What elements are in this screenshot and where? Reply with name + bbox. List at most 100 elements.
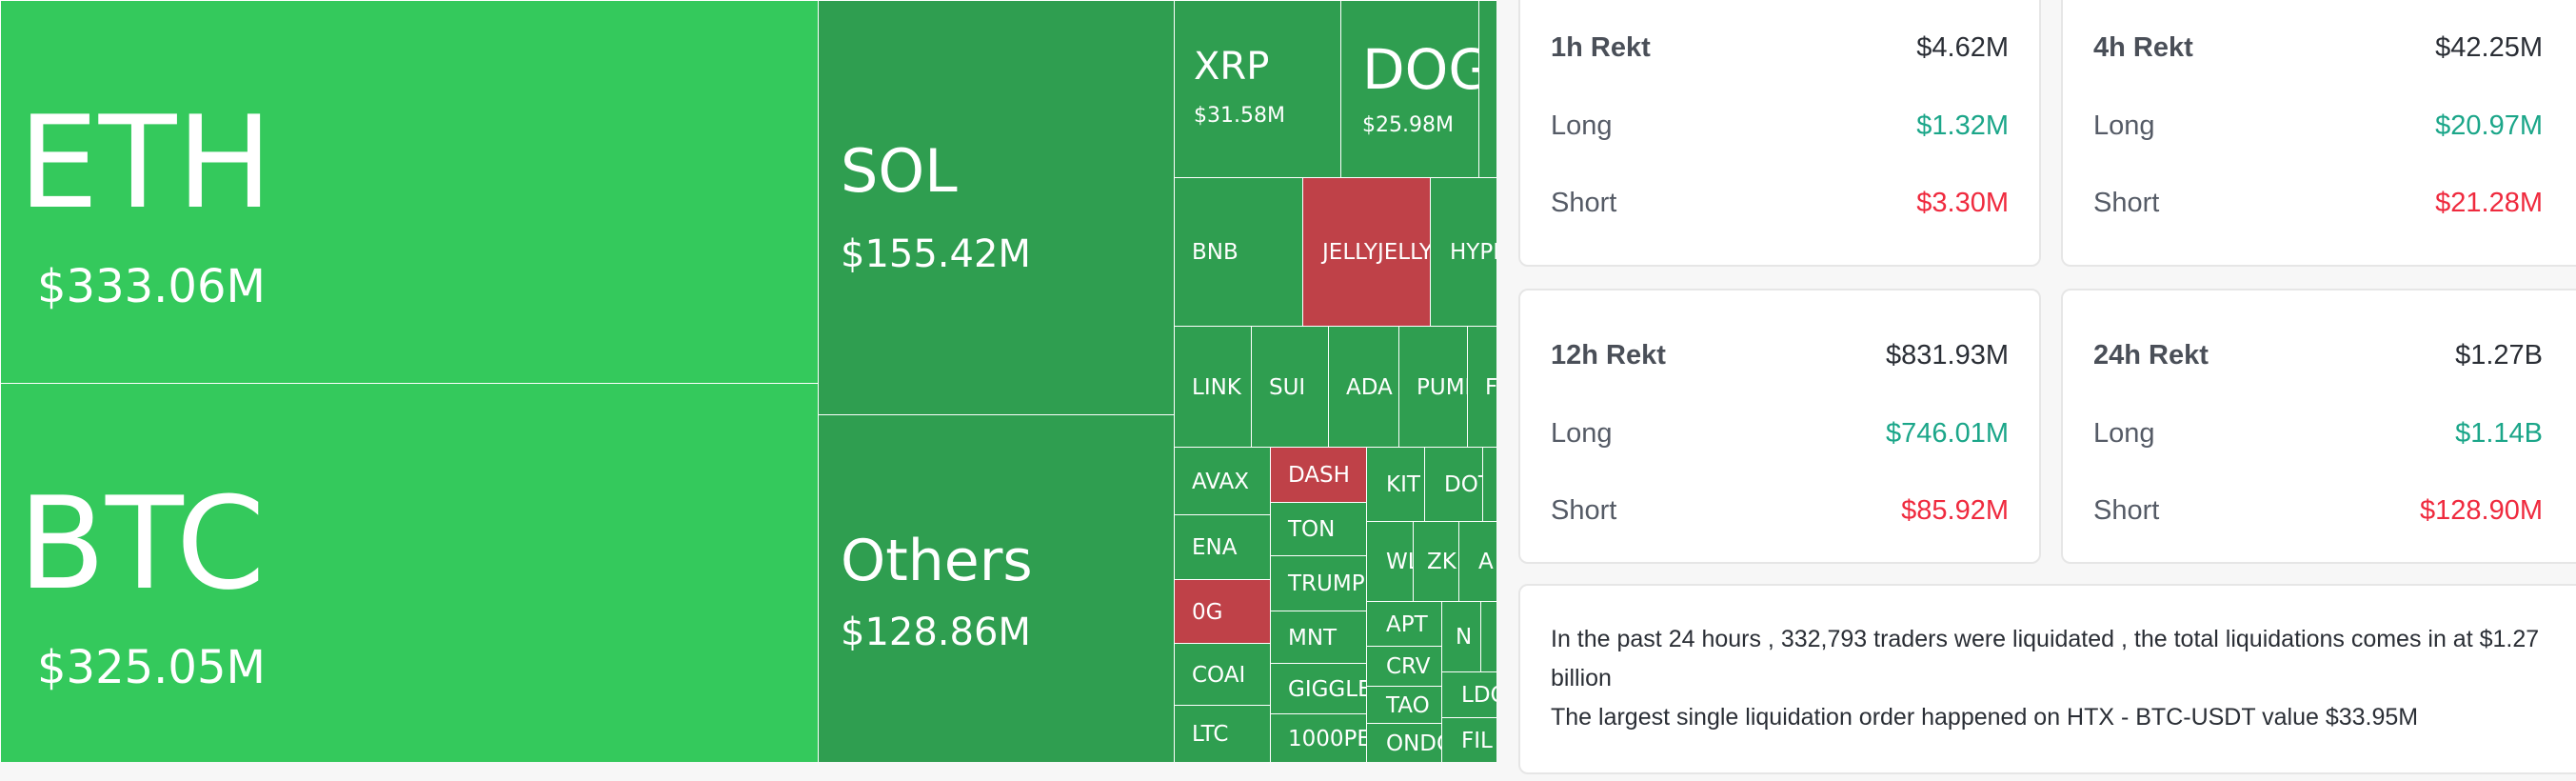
treemap-cell-ltc[interactable]: LTC [1174,705,1272,762]
cell-symbol: DOGE [1362,37,1479,102]
treemap-cell-sol[interactable]: SOL $155.42M [818,0,1176,416]
cell-value: $128.86M [841,611,1031,654]
treemap-cell-ada[interactable]: ADA [1328,326,1400,449]
summary-text: In the past 24 hours , 332,793 traders w… [1551,620,2545,737]
stat-total: $42.25M [2435,32,2543,63]
cell-symbol: SUI [1269,374,1306,400]
treemap-cell-jellyjelly[interactable]: JELLYJELLY [1302,177,1432,328]
short-label: Short [1551,188,1617,218]
cell-symbol: F [1485,374,1496,400]
stat-card-4h: 4h Rekt $42.25M Long $20.97M Short $21.28M [2061,0,2576,267]
cell-symbol: TRUMP [1288,571,1365,596]
short-label: Short [2093,495,2160,526]
cell-symbol: AVAX [1192,469,1250,494]
cell-value: $325.05M [37,641,266,694]
summary-line-1: In the past 24 hours , 332,793 traders w… [1551,626,2540,691]
treemap-cell-n[interactable]: N [1441,601,1482,673]
treemap-cell-blank[interactable] [1478,0,1496,179]
cell-symbol: DASH [1288,463,1350,488]
treemap-cell-link[interactable]: LINK [1174,326,1253,449]
treemap-cell-kit[interactable]: KIT [1366,447,1426,523]
cell-symbol: ZK [1427,550,1456,574]
stat-title: 24h Rekt [2093,340,2209,370]
treemap-cell-doge[interactable]: DOGE $25.98M [1340,0,1480,179]
stat-total: $1.27B [2455,340,2543,370]
cell-symbol: FIL [1461,728,1493,753]
long-label: Long [2093,110,2155,141]
cell-symbol: 1000PEPE [1288,726,1367,751]
cell-symbol: DOT [1444,472,1483,497]
short-value: $3.30M [1916,188,2009,218]
treemap-cell-eth[interactable]: ETH $333.06M [0,0,820,385]
treemap-cell-a[interactable]: A [1458,521,1496,603]
treemap-cell-dot[interactable]: DOT [1424,447,1484,523]
cell-value: $155.42M [841,232,1031,276]
cell-symbol: ADA [1346,374,1393,400]
cell-symbol: KIT [1386,472,1420,497]
treemap-cell-fil[interactable]: FIL [1441,717,1496,762]
treemap-cell-1000pepe[interactable]: 1000PEPE [1270,713,1368,762]
cell-symbol: 0G [1192,599,1223,625]
treemap-cell-mnt[interactable]: MNT [1270,611,1368,665]
treemap-cell-wl[interactable]: WL [1366,521,1415,603]
treemap-cell-pump[interactable]: PUMP [1398,326,1469,449]
stat-total: $4.62M [1916,32,2009,63]
cell-symbol: XRP [1194,45,1270,89]
long-value: $20.97M [2435,110,2543,141]
treemap-cell-ondo[interactable]: ONDO [1366,723,1443,762]
cell-symbol: APT [1386,611,1428,637]
treemap-cell-0g[interactable]: 0G [1174,579,1272,645]
short-value: $128.90M [2420,495,2543,526]
long-value: $746.01M [1886,418,2009,449]
cell-symbol: PUMP [1417,374,1468,400]
summary-card: In the past 24 hours , 332,793 traders w… [1518,584,2576,774]
treemap-cell-btc[interactable]: BTC $325.05M [0,383,820,762]
long-label: Long [2093,418,2155,449]
cell-symbol: N [1456,625,1473,650]
treemap-cell-sui[interactable]: SUI [1251,326,1330,449]
cell-symbol: WL [1386,550,1414,574]
cell-symbol: LDO [1461,683,1496,708]
treemap-cell-ena[interactable]: ENA [1174,514,1272,581]
cell-symbol: COAI [1192,662,1246,688]
cell-symbol: CRV [1386,654,1431,679]
treemap-cell-others[interactable]: Others $128.86M [818,414,1176,762]
treemap-cell-coai[interactable]: COAI [1174,643,1272,707]
long-label: Long [1551,418,1613,449]
cell-symbol: A [1478,550,1494,574]
short-value: $21.28M [2435,188,2543,218]
cell-symbol: TAO [1386,692,1430,718]
treemap-cell-apt[interactable]: APT [1366,601,1443,648]
treemap-cell-giggle[interactable]: GIGGLE [1270,663,1368,715]
cell-symbol: HYPE [1450,240,1496,265]
treemap-cell-crv[interactable]: CRV [1366,646,1443,688]
treemap-cell-xrp[interactable]: XRP $31.58M [1174,0,1342,179]
liquidation-treemap: ETH $333.06M BTC $325.05M SOL $155.42M O… [0,0,1496,762]
stat-title: 4h Rekt [2093,32,2193,63]
stats-panel: 1h Rekt $4.62M Long $1.32M Short $3.30M 4h … [1496,0,2576,781]
short-label: Short [2093,188,2160,218]
cell-symbol: LINK [1192,374,1241,400]
long-value: $1.14B [2455,418,2543,449]
short-value: $85.92M [1901,495,2009,526]
cell-symbol: ONDO [1386,731,1442,756]
cell-symbol: Others [841,528,1033,594]
treemap-cell-bnb[interactable]: BNB [1174,177,1304,328]
cell-symbol: JELLYJELLY [1322,240,1432,265]
treemap-cell-tao[interactable]: TAO [1366,686,1443,725]
treemap-cell-avax[interactable]: AVAX [1174,447,1272,516]
treemap-cell-trump[interactable]: TRUMP [1270,555,1368,612]
treemap-cell-extra[interactable] [1482,447,1496,523]
treemap-cell-dash[interactable]: DASH [1270,447,1368,504]
stat-title: 12h Rekt [1551,340,1666,370]
treemap-cell-ton[interactable]: TON [1270,502,1368,557]
treemap-cell-ldo[interactable]: LDO [1441,671,1496,719]
summary-line-2: The largest single liquidation order hap… [1551,704,2419,731]
treemap-cell-extra2[interactable] [1480,601,1496,673]
cell-symbol: BTC [18,470,266,618]
treemap-cell-zk[interactable]: ZK [1413,521,1460,603]
cell-symbol: LTC [1192,722,1229,747]
treemap-cell-hype[interactable]: HYPE [1430,177,1496,328]
treemap-cell-f[interactable]: F [1467,326,1496,449]
stat-total: $831.93M [1886,340,2009,370]
